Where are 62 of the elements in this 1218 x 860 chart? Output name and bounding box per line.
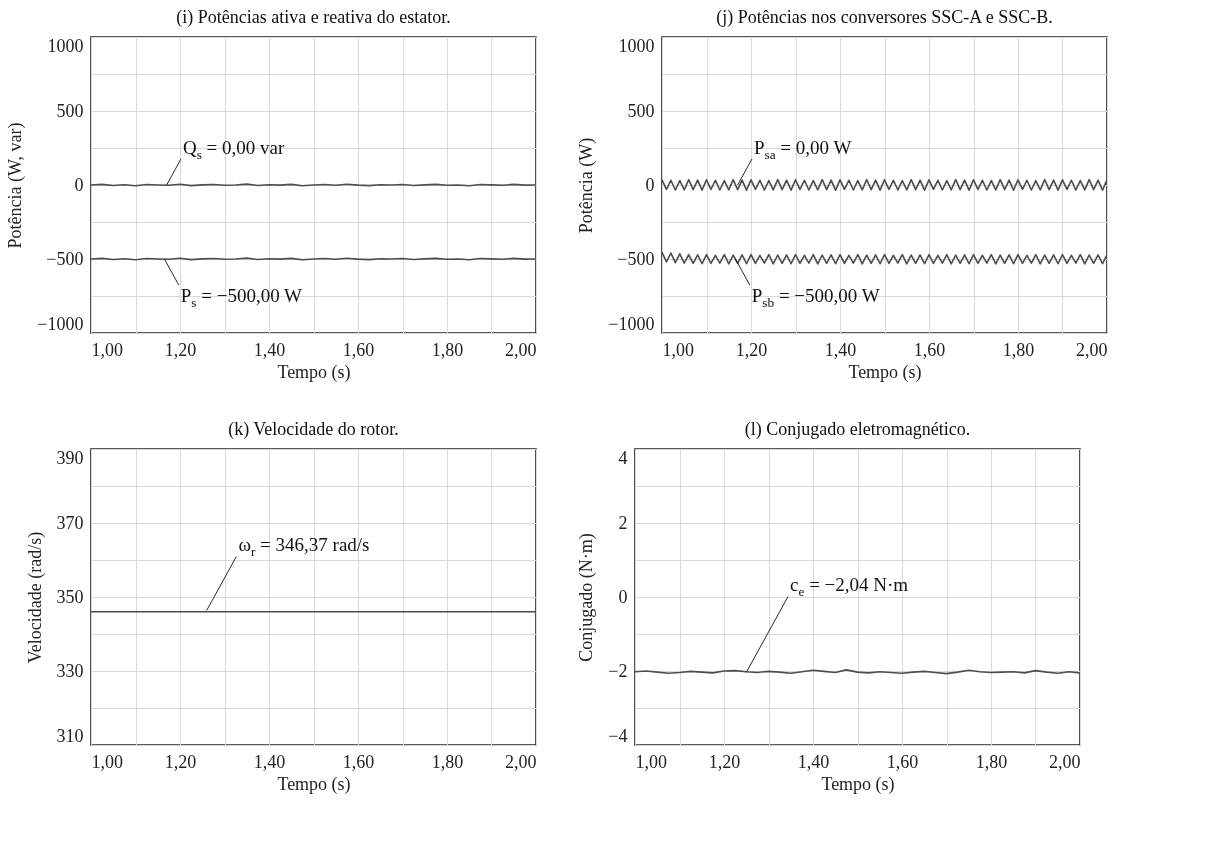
x-tick-label: 2,00 (505, 751, 537, 772)
y-axis-title: Conjugado (N·m) (576, 533, 598, 662)
annotation: Q$_{s}$ = 0,00 var (182, 137, 286, 162)
y-tick-label: −500 (46, 248, 84, 269)
y-tick-label: 330 (56, 660, 84, 681)
x-tick-label: 1,40 (824, 339, 857, 360)
y-tick-label: 1000 (618, 35, 655, 56)
annotation: ω$_{r}$ = 346,37 rad/s (238, 534, 370, 560)
x-axis-title: Tempo (s) (821, 773, 895, 795)
x-tick-label: 1,80 (975, 751, 1008, 772)
x-tick-label: 1,00 (91, 751, 123, 772)
y-tick-label: 370 (56, 512, 84, 533)
y-tick-label: −2 (608, 660, 628, 681)
x-tick-label: 1,40 (253, 751, 286, 772)
x-tick-label: 1,40 (253, 339, 286, 360)
x-axis-title: Tempo (s) (277, 773, 351, 795)
x-axis-title: Tempo (s) (277, 361, 351, 383)
y-tick-label: 0 (645, 174, 655, 195)
chart-title: (k) Velocidade do rotor. (228, 419, 399, 440)
x-tick-label: 1,40 (797, 751, 830, 772)
x-tick-label: 1,00 (635, 751, 667, 772)
x-tick-label: 1,20 (164, 339, 197, 360)
y-tick-label: −1000 (37, 313, 84, 334)
y-axis-title: Velocidade (rad/s) (24, 531, 46, 664)
chart-title: (i) Potências ativa e reativa do estator. (176, 7, 451, 28)
y-tick-label: 500 (627, 100, 655, 121)
x-tick-label: 1,60 (342, 751, 375, 772)
y-tick-label: 500 (56, 100, 84, 121)
x-tick-label: 1,20 (164, 751, 197, 772)
y-tick-label: −4 (608, 725, 628, 746)
y-tick-label: 310 (56, 725, 84, 746)
y-tick-label: 4 (618, 447, 628, 468)
x-tick-label: 1,20 (708, 751, 741, 772)
y-tick-label: 2 (618, 512, 628, 533)
y-tick-label: −500 (617, 248, 655, 269)
x-tick-label: 1,80 (431, 751, 464, 772)
y-axis-title: Potência (W) (576, 137, 598, 234)
x-tick-label: 2,00 (1076, 339, 1108, 360)
y-tick-label: 1000 (47, 35, 84, 56)
y-tick-label: 0 (74, 174, 84, 195)
x-tick-label: 1,60 (342, 339, 375, 360)
x-tick-label: 2,00 (505, 339, 537, 360)
x-tick-label: 1,20 (735, 339, 768, 360)
annotation: c$_{e}$ = −2,04 N·m (790, 574, 909, 600)
y-axis-title: Potência (W, var) (5, 122, 27, 249)
x-tick-label: 1,00 (91, 339, 123, 360)
x-tick-label: 1,80 (1002, 339, 1035, 360)
x-tick-label: 2,00 (1049, 751, 1081, 772)
x-tick-label: 1,80 (431, 339, 464, 360)
y-tick-label: 390 (56, 447, 84, 468)
chart-title: (l) Conjugado eletromagnético. (744, 419, 971, 440)
y-tick-label: 350 (56, 586, 84, 607)
x-axis-title: Tempo (s) (848, 361, 922, 383)
x-tick-label: 1,60 (913, 339, 946, 360)
x-tick-label: 1,00 (662, 339, 694, 360)
x-tick-label: 1,60 (886, 751, 919, 772)
annotation: P$_{sb}$ = −500,00 W (751, 285, 880, 310)
y-tick-label: −1000 (608, 313, 655, 334)
chart-title: (j) Potências nos conversores SSC-A e SSC-B. (716, 7, 1053, 28)
annotation: P$_{s}$ = −500,00 W (180, 285, 303, 310)
y-tick-label: 0 (618, 586, 628, 607)
annotation: P$_{sa}$ = 0,00 W (753, 137, 852, 162)
